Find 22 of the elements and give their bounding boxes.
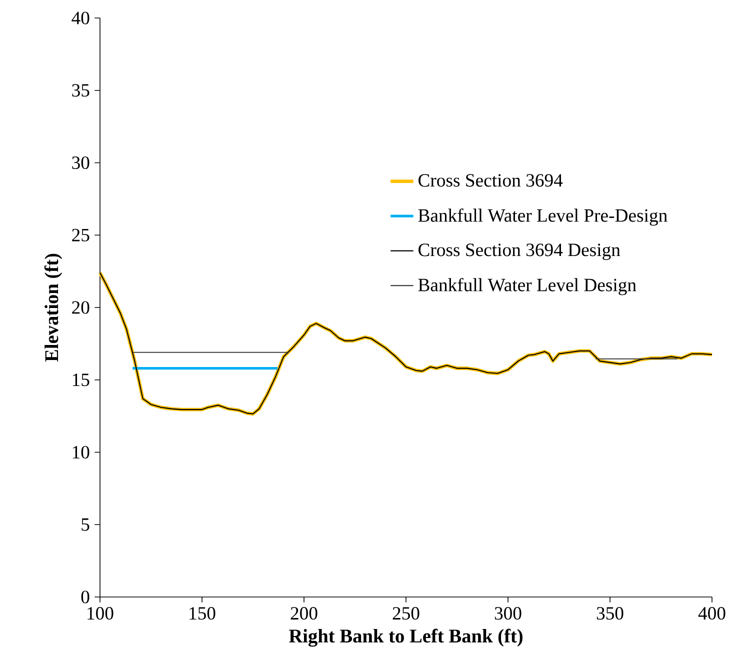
x-tick-label: 250 [392,607,420,620]
y-tick-label: 5 [82,518,90,531]
x-tick-label: 200 [290,607,318,620]
legend-label: Bankfull Water Level Design [418,278,636,296]
y-tick-label: 10 [72,446,90,459]
y-axis-title: Elevation (ft) [44,254,62,362]
y-tick-label: 20 [72,301,90,314]
x-tick-label: 300 [494,607,522,620]
x-tick-label: 400 [698,607,726,620]
y-tick-label: 25 [72,228,90,242]
y-tick-label: 15 [72,374,90,386]
x-tick-label: 150 [190,607,216,620]
y-tick-label: 40 [72,12,90,24]
legend-label: Cross Section 3694 [418,174,563,187]
y-tick-label: 30 [72,156,90,170]
y-tick-label: 35 [72,84,90,97]
x-tick-label: 350 [596,607,624,620]
y-tick-label: 0 [81,590,90,604]
x-tick-label: 100 [88,607,114,620]
legend-label: Cross Section 3694 Design [418,244,620,260]
legend-label: Bankfull Water Level Pre-Design [418,208,668,226]
x-axis-title: Right Bank to Left Bank (ft) [288,628,522,647]
